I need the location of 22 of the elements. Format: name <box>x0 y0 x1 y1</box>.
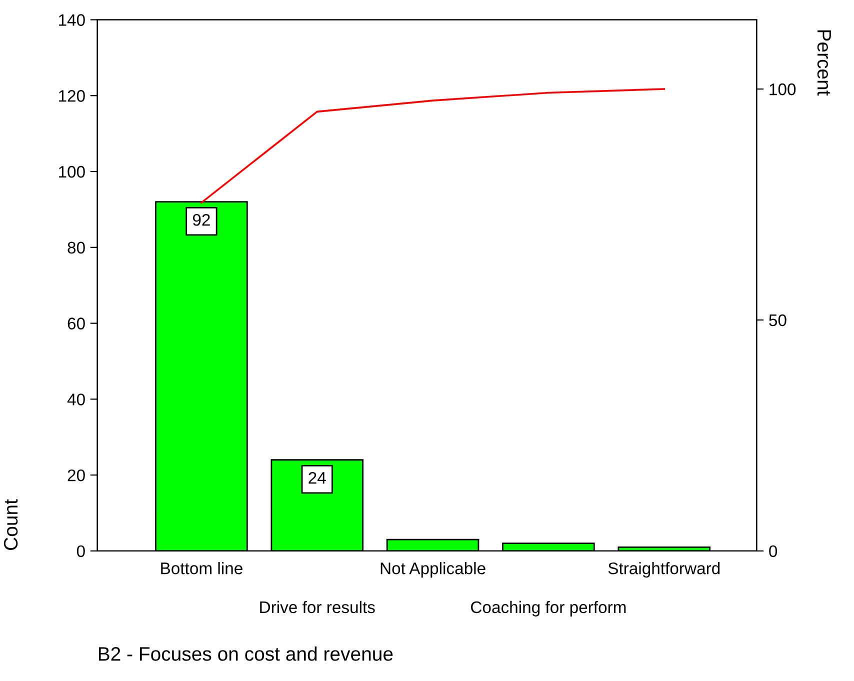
y-axis-title: Count <box>4 499 18 550</box>
data-label: 24 <box>308 472 326 484</box>
data-label: 92 <box>192 214 210 226</box>
x-tick-label: Coaching for perform <box>471 600 626 616</box>
y-tick-label: 40 <box>67 394 85 406</box>
x-tick-label: Bottom line <box>161 562 242 574</box>
line-series <box>200 88 666 204</box>
x-tick-label: Not Applicable <box>380 562 486 578</box>
y-tick-label: 100 <box>59 166 85 178</box>
y2-axis-title: Percent <box>817 30 831 96</box>
x-tick-label: Straightforward <box>608 562 720 578</box>
y2-tick-label: 0 <box>769 545 778 558</box>
y-tick-label: 80 <box>68 242 85 254</box>
y2-tick-label: 50 <box>769 314 786 326</box>
y-tick-label: 120 <box>59 90 85 102</box>
x-axis-title: B2 - Focuses on cost and revenue <box>98 646 393 661</box>
y-tick-label: 0 <box>76 545 85 558</box>
y-tick-label: 20 <box>68 469 85 482</box>
y-tick-label: 60 <box>68 318 85 330</box>
x-tick-label: Drive for results <box>260 600 375 614</box>
y2-tick-label: 100 <box>770 83 796 96</box>
y-tick-label: 140 <box>59 14 85 26</box>
